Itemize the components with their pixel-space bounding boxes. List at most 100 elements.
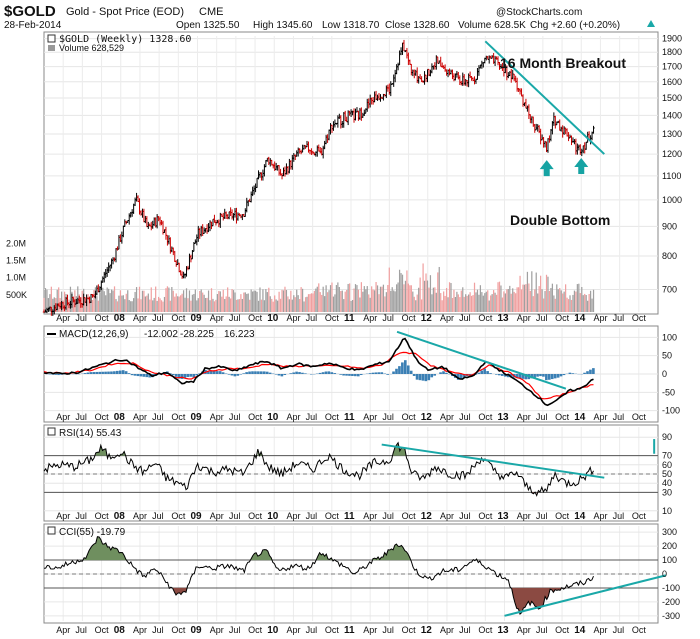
header-volume: Volume 628.5K: [458, 20, 526, 31]
x-axis-label: Apr: [593, 511, 607, 521]
volume-bar: [438, 266, 440, 312]
symbol-name: Gold - Spot Price (EOD): [66, 6, 184, 18]
volume-bar: [307, 294, 310, 312]
volume-bar: [513, 291, 515, 312]
volume-bar: [166, 286, 169, 312]
volume-bar: [484, 293, 486, 312]
macd-histogram-bar: [113, 371, 116, 374]
volume-bar: [431, 294, 433, 312]
volume-bar: [210, 288, 213, 312]
x-axis-label: 12: [421, 412, 433, 423]
volume-bar: [288, 299, 290, 312]
x-axis-label: Oct: [402, 511, 417, 521]
rsi-trendline: [381, 443, 605, 479]
x-axis-label: Jul: [306, 412, 318, 422]
volume-bar: [185, 288, 188, 312]
x-axis-label: Jul: [229, 313, 241, 323]
volume-bar: [397, 282, 399, 312]
macd-histogram-bar: [254, 371, 257, 374]
rsi-tick-label: 50: [662, 469, 672, 479]
macd-histogram-bar: [550, 374, 554, 380]
volume-bar: [531, 271, 533, 312]
macd-histogram-bar: [236, 374, 240, 376]
macd-histogram-bar: [207, 370, 210, 374]
macd-histogram-bar: [374, 372, 378, 374]
volume-bar: [466, 295, 468, 312]
volume-bar: [357, 289, 360, 312]
macd-histogram-bar: [51, 374, 54, 375]
volume-bar: [278, 291, 280, 312]
volume-bar: [506, 289, 508, 312]
x-axis-label: Jul: [382, 511, 394, 521]
volume-bar: [105, 295, 107, 312]
volume-bar: [46, 289, 48, 312]
macd-histogram-bar: [274, 374, 278, 375]
volume-bar: [447, 297, 449, 312]
macd-histogram-bar: [468, 374, 472, 375]
volume-bars: [43, 263, 595, 312]
volume-bar: [224, 298, 226, 312]
macd-histogram-bar: [189, 374, 193, 377]
x-axis-label: Apr: [286, 511, 300, 521]
macd-histogram-bar: [571, 373, 575, 374]
volume-bar: [478, 294, 480, 312]
x-axis-label: 14: [574, 511, 586, 522]
volume-bar: [404, 280, 407, 312]
volume-bar: [569, 295, 571, 312]
volume-bar: [250, 289, 252, 312]
macd-histogram-bar: [445, 372, 448, 374]
macd-histogram-bar: [345, 374, 348, 376]
volume-bar: [69, 286, 72, 312]
x-axis-label: Apr: [286, 412, 300, 422]
macd-histogram-bar: [333, 373, 337, 374]
x-axis-label: Jul: [75, 313, 87, 323]
x-axis-label: Jul: [382, 313, 394, 323]
volume-bar: [372, 289, 374, 312]
volume-bar: [337, 282, 339, 312]
x-axis-label: Oct: [248, 511, 263, 521]
macd-histogram-bar: [57, 374, 60, 376]
x-axis-label: Jul: [152, 511, 164, 521]
volume-bar: [318, 283, 320, 312]
macd-histogram-bar: [301, 372, 304, 374]
volume-bar: [240, 294, 242, 312]
volume-bar: [475, 292, 477, 312]
macd-histogram-bar: [298, 372, 301, 374]
volume-bar: [443, 291, 445, 312]
volume-bar: [329, 285, 332, 312]
macd-histogram-bar: [142, 374, 146, 377]
volume-bar: [463, 296, 465, 312]
x-axis-label: Apr: [517, 412, 531, 422]
macd-histogram-bar: [515, 374, 519, 379]
volume-bar: [228, 296, 230, 312]
macd-histogram-bar: [589, 369, 592, 374]
macd-histogram-bar: [248, 371, 251, 374]
macd-histogram-bar: [503, 374, 507, 377]
volume-bar: [503, 291, 505, 312]
price-tick-label: 1600: [662, 77, 682, 87]
volume-bar: [218, 290, 220, 312]
header-change: Chg +2.60 (+0.20%): [530, 20, 620, 31]
macd-histogram-bar: [251, 371, 254, 374]
x-axis-label: Oct: [171, 313, 186, 323]
volume-bar: [294, 297, 296, 312]
x-axis-label: Jul: [613, 313, 625, 323]
volume-bar: [174, 296, 176, 312]
volume-bar: [44, 288, 47, 312]
header-low: Low 1318.70: [322, 20, 380, 31]
volume-bar: [156, 300, 158, 312]
volume-bar: [124, 299, 126, 312]
macd-histogram-bar: [92, 372, 96, 374]
volume-bar: [199, 291, 201, 312]
volume-bar: [227, 287, 229, 312]
volume-bar: [416, 294, 418, 312]
volume-bar: [529, 290, 531, 312]
volume-bar: [238, 299, 241, 312]
indicator-layer: [43, 337, 595, 615]
x-axis-label: 08: [114, 313, 126, 324]
volume-bar: [328, 290, 330, 312]
volume-bar: [165, 288, 167, 312]
volume-bar: [152, 300, 154, 312]
volume-bar: [222, 289, 224, 312]
volume-bar: [58, 287, 60, 312]
